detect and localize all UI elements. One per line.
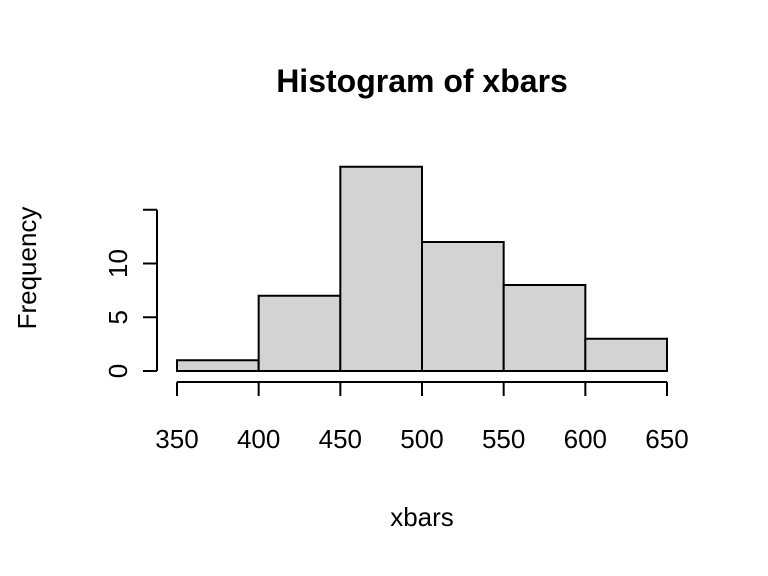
- x-tick-label-350: 350: [155, 424, 198, 454]
- histogram-bar-400-450: [257, 294, 342, 372]
- x-axis: 350 400 450 500 550 600 650: [155, 381, 689, 454]
- x-tick-label-500: 500: [400, 424, 443, 454]
- histogram-bar-450-500: [339, 165, 424, 372]
- x-tick-label-650: 650: [645, 424, 688, 454]
- histogram-bar-550-600: [502, 284, 587, 372]
- x-tick-label-450: 450: [319, 424, 362, 454]
- y-axis-title: Frequency: [12, 207, 42, 330]
- x-tick-label-400: 400: [237, 424, 280, 454]
- chart-title: Histogram of xbars: [276, 63, 568, 99]
- bars-group: [176, 165, 668, 372]
- histogram-bar-500-550: [421, 241, 505, 372]
- histogram-bar-350-400: [176, 359, 260, 372]
- x-tick-label-600: 600: [564, 424, 607, 454]
- histogram-bar-600-650: [584, 337, 668, 372]
- y-tick-label-10: 10: [103, 249, 133, 278]
- y-axis: 0 5 10: [103, 208, 158, 378]
- x-tick-label-550: 550: [482, 424, 525, 454]
- y-tick-label-0: 0: [103, 364, 133, 378]
- y-tick-label-5: 5: [103, 310, 133, 324]
- x-axis-title: xbars: [390, 502, 454, 532]
